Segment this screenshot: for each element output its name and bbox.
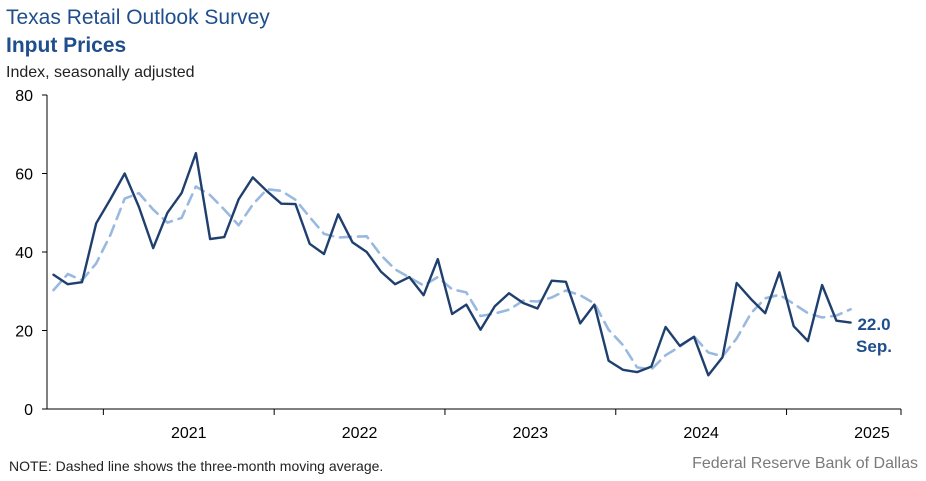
chart-series — [52, 151, 852, 377]
x-tick-label: 2024 — [683, 425, 719, 442]
footnote: NOTE: Dashed line shows the three-month … — [9, 458, 384, 474]
x-tick-label: 2021 — [171, 425, 207, 442]
chart-title: Input Prices — [6, 34, 127, 57]
y-tick-label: 60 — [15, 167, 33, 184]
x-tick-label: 2023 — [513, 425, 549, 442]
survey-title: Texas Retail Outlook Survey — [6, 6, 270, 29]
y-tick-label: 80 — [15, 88, 33, 105]
chart-subtitle: Index, seasonally adjusted — [6, 64, 195, 81]
callout-month: Sep. — [856, 337, 892, 356]
chart-axes: 0 20 40 60 80 2021 2022 2023 2024 2025 — [15, 88, 902, 442]
index-line — [52, 151, 852, 377]
y-tick-label: 20 — [15, 324, 33, 341]
y-tick-label: 40 — [15, 245, 33, 262]
callout-value: 22.0 — [857, 315, 890, 334]
x-tick-label: 2025 — [854, 425, 890, 442]
moving-average-line — [52, 185, 852, 371]
y-tick-label: 0 — [24, 402, 33, 419]
x-tick-label: 2022 — [342, 425, 378, 442]
source-credit: Federal Reserve Bank of Dallas — [692, 455, 918, 472]
